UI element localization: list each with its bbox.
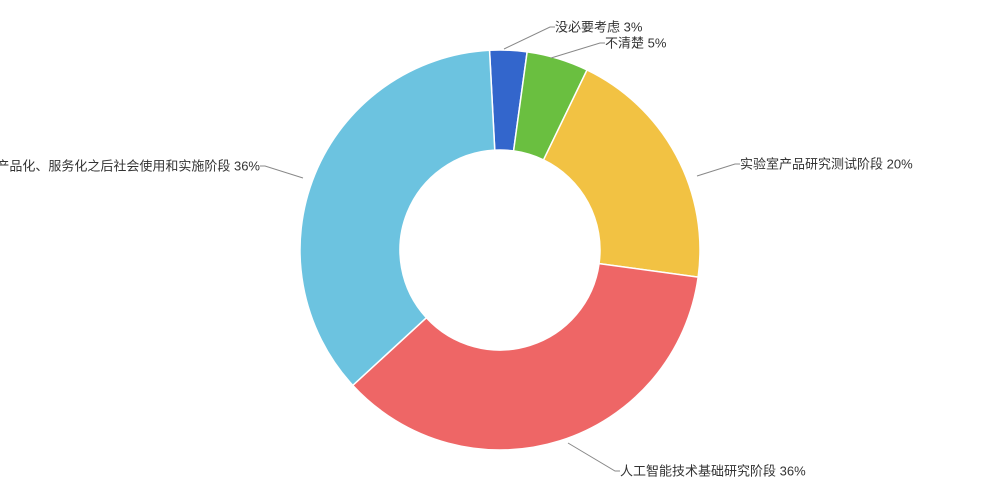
donut-slice-4 [300, 50, 495, 385]
leader-line-0 [504, 27, 555, 49]
slice-label-2: 实验室产品研究测试阶段 20% [740, 157, 913, 172]
leader-line-2 [697, 164, 740, 176]
leader-line-3 [568, 443, 620, 471]
donut-chart-svg: 没必要考虑 3%不清楚 5% 实验室产品研究测试阶段 20% 人工智能技术基础研究阶… [0, 0, 1000, 500]
slice-label-3: 人工智能技术基础研究阶段 36% [620, 464, 806, 479]
slice-label-4: 产品化、服务化之后社会使用和实施阶段 36% [0, 159, 260, 174]
slice-label-1: 不清楚 5% [605, 36, 667, 51]
leader-line-1 [551, 43, 605, 58]
leader-line-4 [260, 166, 303, 178]
donut-chart: 没必要考虑 3%不清楚 5% 实验室产品研究测试阶段 20% 人工智能技术基础研究阶… [0, 0, 1000, 500]
slice-label-0: 没必要考虑 3% [555, 20, 643, 35]
